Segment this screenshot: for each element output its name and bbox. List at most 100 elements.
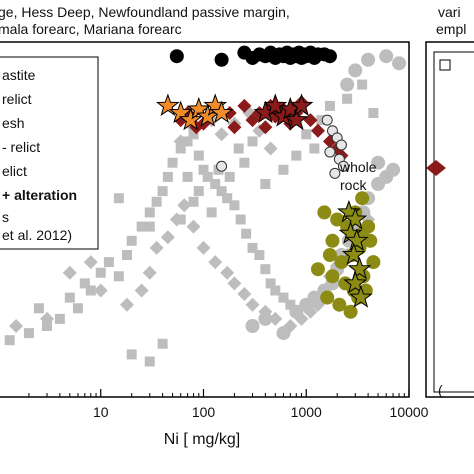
legend-entry-1: astite <box>2 67 36 83</box>
point-square-grey-0-10 <box>103 257 114 268</box>
point-diamond-darkred-4-9 <box>258 120 273 135</box>
point-diamond-grey-1-8 <box>149 240 164 255</box>
point-circle-olive-8-6 <box>322 248 337 262</box>
point-square-grey-0-60 <box>324 100 335 111</box>
right-panel-diamond-marker <box>426 160 446 176</box>
point-circle-olive-8-5 <box>361 219 376 234</box>
point-square-grey-0-26 <box>210 179 221 189</box>
point-diamond-grey-1-15 <box>220 265 235 280</box>
point-circle-olive-8-7 <box>334 255 349 270</box>
point-circle-olive-8-18 <box>332 297 347 312</box>
right-panel-legend-swatch <box>439 59 451 71</box>
point-star-olive-9-4 <box>341 242 366 266</box>
point-circle-grey-2-3 <box>289 304 304 319</box>
point-diamond-grey-1-39 <box>263 141 278 156</box>
point-diamond-grey-1-13 <box>196 240 211 255</box>
point-circle-grey-2-20 <box>361 52 376 67</box>
point-circle-olive-8-22 <box>325 233 340 248</box>
point-diamond-darkred-4-17 <box>310 123 325 138</box>
legend-entry-4: - relict <box>2 139 40 155</box>
point-square-grey-0-33 <box>254 250 265 260</box>
point-square-grey-0-22 <box>188 129 199 140</box>
point-square-grey-0-61 <box>342 93 353 104</box>
right-panel-label: ( <box>438 382 443 398</box>
point-circle-black-3-1 <box>214 52 229 67</box>
point-circle-grey-2-2 <box>276 326 291 341</box>
point-diamond-grey-1-7 <box>142 265 157 280</box>
point-square-grey-0-0 <box>4 335 15 346</box>
legend-entry-2: relict <box>2 91 32 107</box>
point-square-grey-0-34 <box>260 264 271 275</box>
point-circle-grey-2-1 <box>258 311 273 326</box>
point-circle-whitecircle-7-5 <box>324 146 336 158</box>
right-panel-frame <box>425 41 474 398</box>
point-square-grey-0-62 <box>357 79 368 90</box>
point-square-grey-0-14 <box>136 221 147 232</box>
point-square-grey-0-51 <box>233 143 244 154</box>
point-star-olive-9-3 <box>344 228 369 251</box>
point-circle-grey-2-5 <box>307 290 322 305</box>
point-circle-black-3-22 <box>322 49 337 64</box>
point-star-olive-9-5 <box>347 256 372 280</box>
point-star-olive-9-6 <box>343 270 368 294</box>
point-star-darkred-6-1 <box>263 93 288 116</box>
right-panel-legend-box <box>433 51 474 393</box>
point-circle-grey-2-19 <box>348 63 363 78</box>
point-square-grey-0-1 <box>23 328 34 339</box>
header-line-1: ge, Hess Deep, Newfoundland passive marg… <box>0 4 290 20</box>
right-header-line-1: vari <box>438 4 461 20</box>
point-square-grey-0-2 <box>42 321 53 331</box>
legend-entry-3: esh <box>2 115 25 131</box>
point-diamond-darkred-4-5 <box>227 120 242 135</box>
point-circle-olive-8-23 <box>355 191 370 206</box>
point-diamond-grey-1-3 <box>83 255 98 270</box>
point-circle-grey-2-16 <box>386 162 401 177</box>
point-square-grey-0-37 <box>278 292 289 303</box>
point-square-grey-0-59 <box>316 115 327 126</box>
point-diamond-grey-1-16 <box>227 276 242 291</box>
point-square-grey-0-45 <box>188 196 199 207</box>
point-diamond-grey-1-14 <box>208 255 223 270</box>
point-square-grey-0-57 <box>301 129 312 140</box>
point-circle-whitecircle-7-7 <box>337 160 349 172</box>
point-square-grey-0-23 <box>193 150 204 161</box>
x-tick-label: 10 <box>93 404 109 420</box>
point-square-grey-0-48 <box>193 186 204 197</box>
header-line-2: mala forearc, Mariana forearc <box>0 21 182 37</box>
point-star-orange-5-0 <box>155 93 180 117</box>
point-square-grey-0-6 <box>72 303 83 314</box>
point-square-grey-0-50 <box>224 171 235 182</box>
legend-entry-5: elict <box>2 163 27 179</box>
point-star-darkred-6-4 <box>284 107 309 131</box>
point-circle-black-3-0 <box>169 49 184 64</box>
point-star-olive-9-1 <box>343 207 368 230</box>
point-square-grey-0-43 <box>144 221 155 232</box>
point-square-grey-0-39 <box>126 349 137 360</box>
point-square-grey-0-7 <box>79 278 90 289</box>
point-diamond-grey-1-5 <box>119 297 134 312</box>
point-diamond-grey-1-11 <box>177 198 192 213</box>
point-square-grey-0-30 <box>235 214 246 225</box>
point-diamond-grey-1-32 <box>173 134 188 149</box>
legend-entry-7: s <box>2 209 9 225</box>
point-diamond-grey-1-9 <box>160 230 175 245</box>
x-tick-label: 1000 <box>291 404 322 420</box>
point-diamond-grey-1-0 <box>9 319 24 333</box>
point-square-grey-0-58 <box>309 143 320 154</box>
point-circle-grey-2-22 <box>392 56 407 71</box>
annotation-whole-rock-line-2: rock <box>340 177 367 193</box>
point-square-grey-0-18 <box>162 171 173 182</box>
chart-marks <box>4 45 407 367</box>
annotation-whole-rock-line-1: whole <box>339 159 377 175</box>
point-square-grey-0-5 <box>64 292 75 303</box>
point-square-grey-0-12 <box>121 250 132 260</box>
point-star-darkred-6-5 <box>289 93 314 117</box>
point-circle-olive-8-11 <box>310 262 325 277</box>
point-diamond-grey-1-20 <box>268 311 283 326</box>
point-circle-olive-8-1 <box>330 212 345 227</box>
legend-reference: et al. 2012) <box>2 227 72 243</box>
point-circle-grey-2-0 <box>245 319 260 333</box>
point-diamond-grey-1-17 <box>237 287 252 302</box>
point-circle-whitecircle-7-0 <box>216 160 228 172</box>
